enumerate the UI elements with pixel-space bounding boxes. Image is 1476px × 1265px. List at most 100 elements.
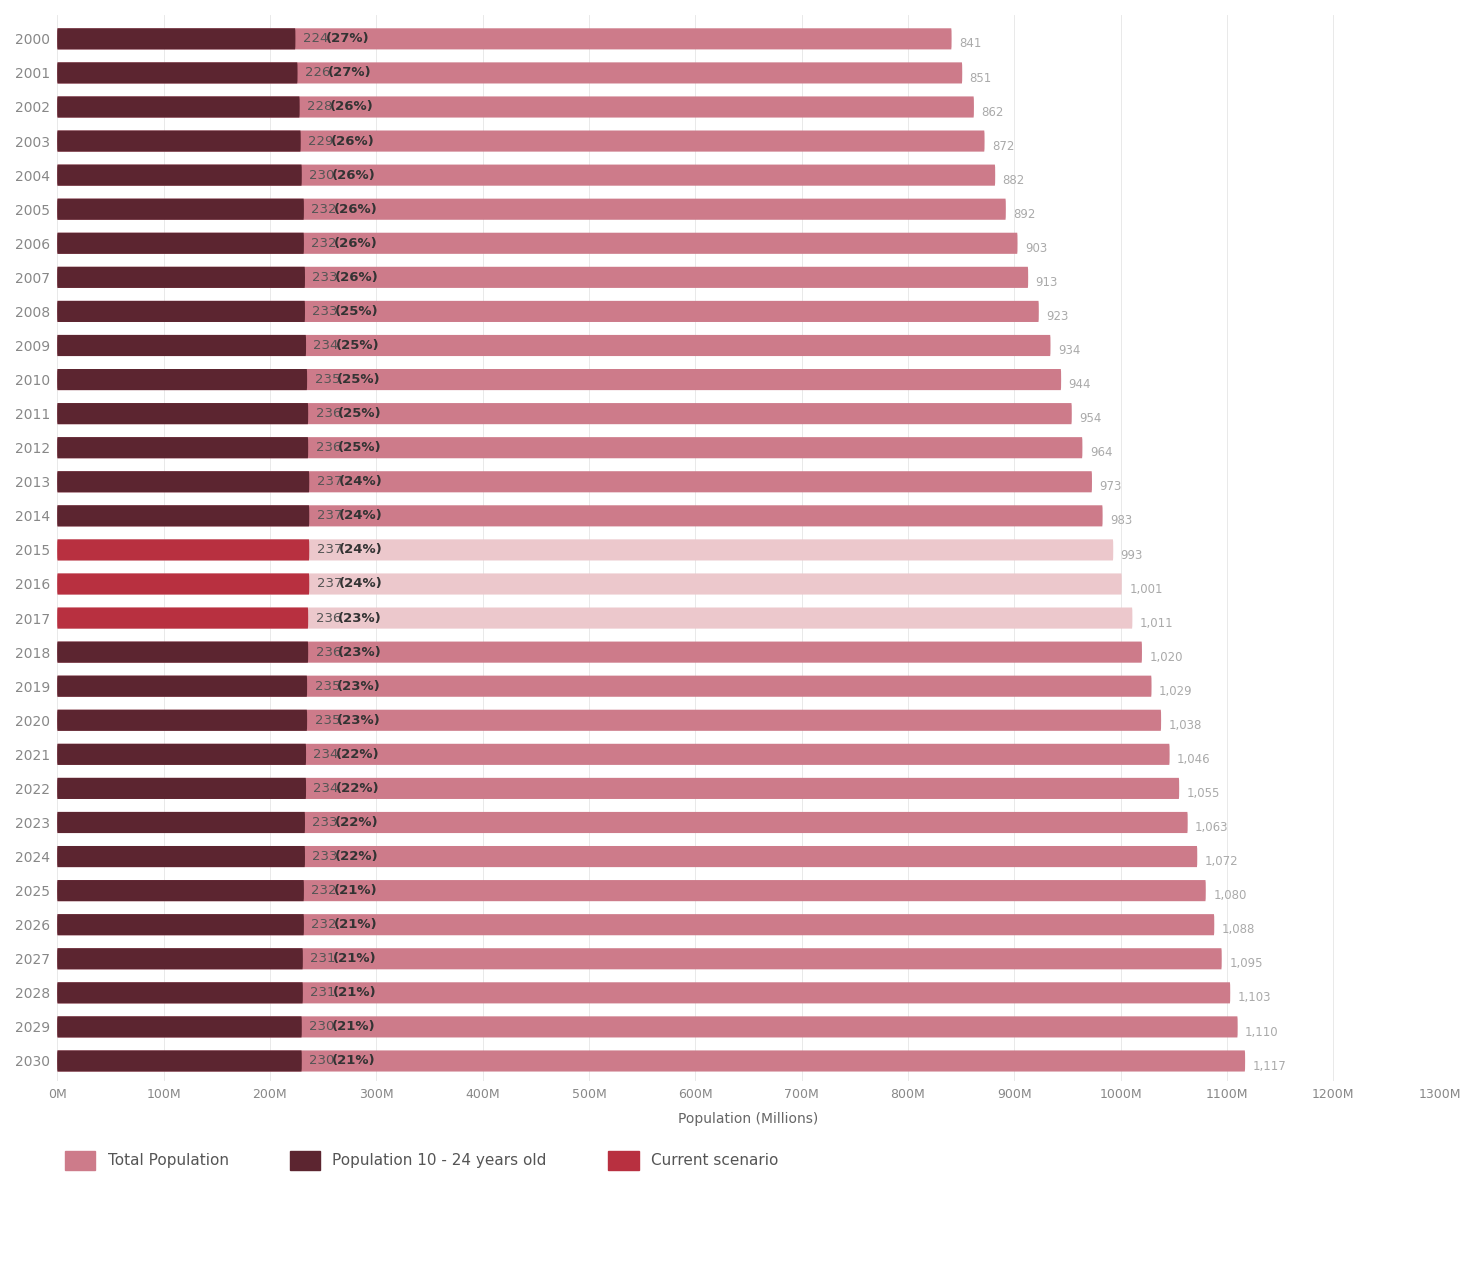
Text: 233: 233	[313, 850, 342, 863]
FancyBboxPatch shape	[58, 301, 306, 323]
Text: (21%): (21%)	[334, 987, 376, 999]
Text: 851: 851	[970, 72, 992, 85]
Text: (22%): (22%)	[337, 748, 379, 760]
X-axis label: Population (Millions): Population (Millions)	[679, 1112, 819, 1126]
Text: 892: 892	[1014, 207, 1036, 221]
Text: (24%): (24%)	[339, 510, 382, 522]
FancyBboxPatch shape	[58, 744, 306, 765]
FancyBboxPatch shape	[58, 301, 1039, 323]
Text: (26%): (26%)	[332, 168, 375, 182]
Text: 1,103: 1,103	[1238, 992, 1271, 1004]
FancyBboxPatch shape	[58, 915, 304, 935]
Text: 233: 233	[313, 816, 342, 829]
FancyBboxPatch shape	[58, 676, 307, 697]
Text: 236: 236	[316, 407, 345, 420]
Text: 229: 229	[308, 134, 338, 148]
FancyBboxPatch shape	[58, 812, 1188, 834]
Text: 1,063: 1,063	[1196, 821, 1228, 834]
Text: 235: 235	[314, 713, 344, 727]
Text: 1,046: 1,046	[1176, 753, 1210, 767]
FancyBboxPatch shape	[58, 233, 1017, 254]
Text: 237: 237	[317, 578, 347, 591]
FancyBboxPatch shape	[58, 812, 306, 834]
FancyBboxPatch shape	[58, 164, 301, 186]
Text: (21%): (21%)	[332, 1055, 375, 1068]
Text: 1,072: 1,072	[1204, 855, 1238, 868]
Text: 1,001: 1,001	[1129, 583, 1163, 596]
FancyBboxPatch shape	[58, 130, 301, 152]
Text: 236: 236	[316, 611, 345, 625]
Text: 954: 954	[1079, 412, 1101, 425]
Text: (21%): (21%)	[334, 884, 378, 897]
Text: 237: 237	[317, 544, 347, 557]
Text: 923: 923	[1046, 310, 1069, 323]
Text: (21%): (21%)	[334, 918, 378, 931]
Text: 1,080: 1,080	[1213, 889, 1247, 902]
FancyBboxPatch shape	[58, 28, 952, 49]
FancyBboxPatch shape	[58, 983, 303, 1003]
FancyBboxPatch shape	[58, 983, 1230, 1003]
Text: (23%): (23%)	[338, 611, 382, 625]
Text: 224: 224	[303, 33, 332, 46]
Text: 234: 234	[313, 748, 342, 760]
FancyBboxPatch shape	[58, 199, 1005, 220]
FancyBboxPatch shape	[58, 62, 962, 83]
Text: 983: 983	[1110, 515, 1132, 528]
FancyBboxPatch shape	[58, 573, 1122, 595]
Text: 964: 964	[1089, 447, 1113, 459]
Text: (21%): (21%)	[334, 953, 376, 965]
Text: (23%): (23%)	[338, 645, 382, 659]
FancyBboxPatch shape	[58, 880, 1206, 901]
Text: (25%): (25%)	[337, 373, 381, 386]
FancyBboxPatch shape	[58, 1050, 301, 1071]
Text: (26%): (26%)	[329, 100, 373, 114]
Text: 882: 882	[1002, 173, 1024, 187]
Text: (23%): (23%)	[337, 679, 381, 693]
Text: 228: 228	[307, 100, 337, 114]
Text: 234: 234	[313, 339, 342, 352]
Text: 1,095: 1,095	[1230, 958, 1262, 970]
FancyBboxPatch shape	[58, 505, 310, 526]
Text: 232: 232	[311, 884, 341, 897]
FancyBboxPatch shape	[58, 710, 1162, 731]
Text: (26%): (26%)	[334, 237, 378, 249]
FancyBboxPatch shape	[58, 778, 306, 799]
Text: (24%): (24%)	[339, 476, 382, 488]
Text: 234: 234	[313, 782, 342, 794]
Text: 231: 231	[310, 953, 339, 965]
Text: (25%): (25%)	[335, 305, 379, 318]
FancyBboxPatch shape	[58, 949, 1222, 969]
FancyBboxPatch shape	[58, 915, 1215, 935]
Text: (27%): (27%)	[325, 33, 369, 46]
FancyBboxPatch shape	[58, 438, 308, 458]
Text: 872: 872	[992, 139, 1014, 153]
FancyBboxPatch shape	[58, 1050, 1246, 1071]
FancyBboxPatch shape	[58, 539, 1113, 560]
Text: 233: 233	[313, 271, 342, 283]
FancyBboxPatch shape	[58, 1016, 301, 1037]
Text: (26%): (26%)	[331, 134, 375, 148]
Text: (26%): (26%)	[334, 202, 378, 216]
Text: 232: 232	[311, 918, 341, 931]
Text: (25%): (25%)	[338, 441, 382, 454]
Text: 231: 231	[310, 987, 339, 999]
Text: 1,029: 1,029	[1159, 684, 1193, 698]
Text: 993: 993	[1120, 549, 1142, 562]
Text: (24%): (24%)	[339, 544, 382, 557]
Text: 232: 232	[311, 237, 341, 249]
Text: 973: 973	[1100, 481, 1122, 493]
FancyBboxPatch shape	[58, 505, 1103, 526]
FancyBboxPatch shape	[58, 438, 1082, 458]
Text: (22%): (22%)	[337, 782, 379, 794]
FancyBboxPatch shape	[58, 335, 1051, 355]
Text: (27%): (27%)	[328, 67, 370, 80]
FancyBboxPatch shape	[58, 471, 310, 492]
Text: (22%): (22%)	[335, 816, 379, 829]
FancyBboxPatch shape	[58, 471, 1092, 492]
Text: 1,110: 1,110	[1246, 1026, 1278, 1039]
Text: (25%): (25%)	[337, 339, 379, 352]
FancyBboxPatch shape	[58, 846, 306, 867]
FancyBboxPatch shape	[58, 744, 1169, 765]
Text: 1,038: 1,038	[1169, 719, 1201, 732]
Text: 230: 230	[310, 1021, 339, 1034]
